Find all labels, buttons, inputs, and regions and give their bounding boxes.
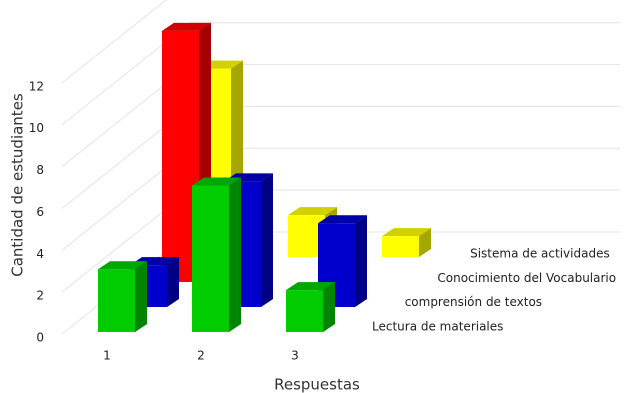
bar-side-shade xyxy=(323,282,335,332)
grid-line xyxy=(61,22,620,126)
bar-side xyxy=(135,261,147,332)
bar-top xyxy=(286,282,335,291)
bar-side xyxy=(261,173,273,307)
bar-top xyxy=(288,207,337,216)
y-tick-label: 6 xyxy=(36,205,44,219)
bar-side-shade xyxy=(355,215,367,307)
bar-side-shade xyxy=(229,177,241,332)
legend-label: comprensión de textos xyxy=(405,295,542,309)
y-tick-label: 2 xyxy=(36,289,44,303)
grid-line xyxy=(61,0,167,84)
bar-top xyxy=(318,215,367,224)
grid-line xyxy=(61,64,620,167)
bar-side-shade xyxy=(135,261,147,332)
bar-top-shade xyxy=(98,261,147,270)
bar-top-shade xyxy=(192,177,241,186)
x-tick-label: 1 xyxy=(103,349,111,363)
bar-top xyxy=(192,177,241,186)
legend-label: Sistema de actividades xyxy=(470,247,610,261)
bar-side-shade xyxy=(167,257,179,307)
x-tick-label: 2 xyxy=(197,349,205,363)
y-tick-label: 0 xyxy=(36,331,44,345)
bar-side-shade xyxy=(261,173,273,307)
x-axis-title: Respuestas xyxy=(274,376,360,393)
bar-top-shade xyxy=(382,228,431,237)
bar-top-shade xyxy=(288,207,337,216)
bar-top xyxy=(98,261,147,270)
bar xyxy=(98,269,135,332)
legend-label: Lectura de materiales xyxy=(372,320,503,334)
y-tick-label: 12 xyxy=(29,79,44,93)
bar-side xyxy=(323,282,335,332)
bar-top xyxy=(162,22,211,31)
bar-top-shade xyxy=(286,282,335,291)
y-tick-label: 4 xyxy=(36,247,44,261)
bar xyxy=(286,290,323,332)
bar-top-shade xyxy=(162,22,211,31)
grid-line xyxy=(61,105,620,209)
bar-side xyxy=(419,228,431,257)
y-tick-label: 10 xyxy=(29,121,44,135)
bar-side xyxy=(229,177,241,332)
legend-label: Conocimiento del Vocabulario xyxy=(437,271,616,285)
y-axis-title: Cantidad de estudiantes xyxy=(9,93,27,277)
bar xyxy=(192,185,229,332)
bar-side-shade xyxy=(419,228,431,257)
bar-side xyxy=(167,257,179,307)
bar-side xyxy=(355,215,367,307)
x-tick-label: 3 xyxy=(291,349,299,363)
bar xyxy=(382,236,419,257)
y-tick-label: 8 xyxy=(36,163,44,177)
bar-top-shade xyxy=(318,215,367,224)
bar-top xyxy=(382,228,431,237)
